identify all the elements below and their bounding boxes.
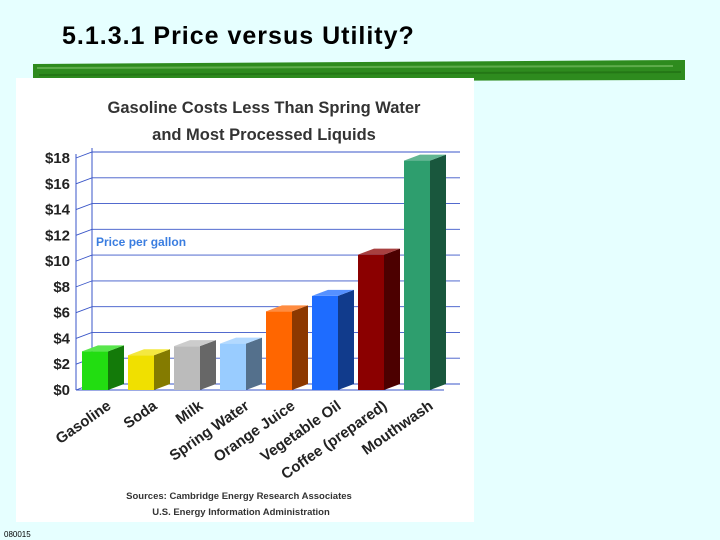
bar-top	[82, 345, 124, 352]
y-tick-label: $18	[45, 150, 70, 167]
bar-side	[154, 349, 170, 390]
slide-title: 5.1.3.1 Price versus Utility?	[62, 22, 415, 50]
bar-top	[312, 289, 354, 296]
bar-top	[358, 248, 400, 255]
bars	[82, 154, 446, 390]
bar-top	[404, 154, 446, 161]
chart-title-line2: and Most Processed Liquids	[152, 126, 376, 144]
bar-side	[108, 345, 124, 390]
y-tick-label: $16	[45, 176, 70, 193]
series-label: Price per gallon	[96, 235, 186, 249]
sources-line1: Sources: Cambridge Energy Research Assoc…	[126, 491, 352, 502]
sources-line2: U.S. Energy Information Administration	[152, 507, 330, 518]
bar-front	[358, 254, 384, 390]
chart-panel: Gasoline Costs Less Than Spring Water an…	[16, 78, 474, 522]
bar	[312, 289, 354, 390]
bar	[404, 154, 446, 390]
bar-front	[266, 311, 292, 390]
bar	[220, 337, 262, 390]
gridline	[75, 280, 460, 288]
y-tick-label: $6	[53, 305, 70, 322]
gridline	[75, 177, 460, 185]
bar-top	[266, 305, 308, 312]
bar-side	[246, 337, 262, 390]
bar-front	[404, 160, 430, 390]
bar-top	[174, 340, 216, 347]
bar	[128, 349, 170, 390]
y-tick-label: $10	[45, 253, 70, 270]
bar-top	[128, 349, 170, 356]
y-tick-label: $4	[53, 330, 70, 347]
x-tick-label: Soda	[120, 397, 160, 432]
footer-code: 080015	[4, 530, 31, 539]
chart-title-line1: Gasoline Costs Less Than Spring Water	[108, 99, 422, 117]
y-tick-label: $12	[45, 227, 70, 244]
bar-front	[128, 355, 154, 390]
price-bar-chart: Gasoline Costs Less Than Spring Water an…	[45, 99, 460, 518]
bar-side	[430, 154, 446, 390]
bar-front	[82, 351, 108, 390]
x-tick-label: Gasoline	[53, 397, 115, 447]
gridline	[75, 254, 460, 262]
bar-side	[338, 289, 354, 390]
gridline	[75, 228, 460, 236]
y-tick-label: $14	[45, 202, 71, 219]
y-tick-label: $0	[53, 382, 70, 399]
y-axis-ticks: $0 $2 $4 $6 $8 $10 $12 $14 $16 $18	[45, 150, 71, 399]
bar	[266, 305, 308, 390]
y-tick-label: $2	[53, 356, 70, 373]
bar-side	[384, 248, 400, 390]
gridline	[75, 151, 460, 159]
bar-front	[174, 346, 200, 390]
bar-front	[220, 343, 246, 390]
y-tick-label: $8	[53, 279, 70, 296]
bar	[82, 345, 124, 390]
bar	[174, 340, 216, 390]
bar-side	[292, 305, 308, 390]
gridline	[75, 203, 460, 210]
title-underline-stroke	[33, 60, 685, 82]
bar-side	[200, 340, 216, 390]
x-tick-label: Milk	[173, 397, 207, 428]
bar	[358, 248, 400, 390]
bar-top	[220, 337, 262, 344]
bar-front	[312, 295, 338, 390]
